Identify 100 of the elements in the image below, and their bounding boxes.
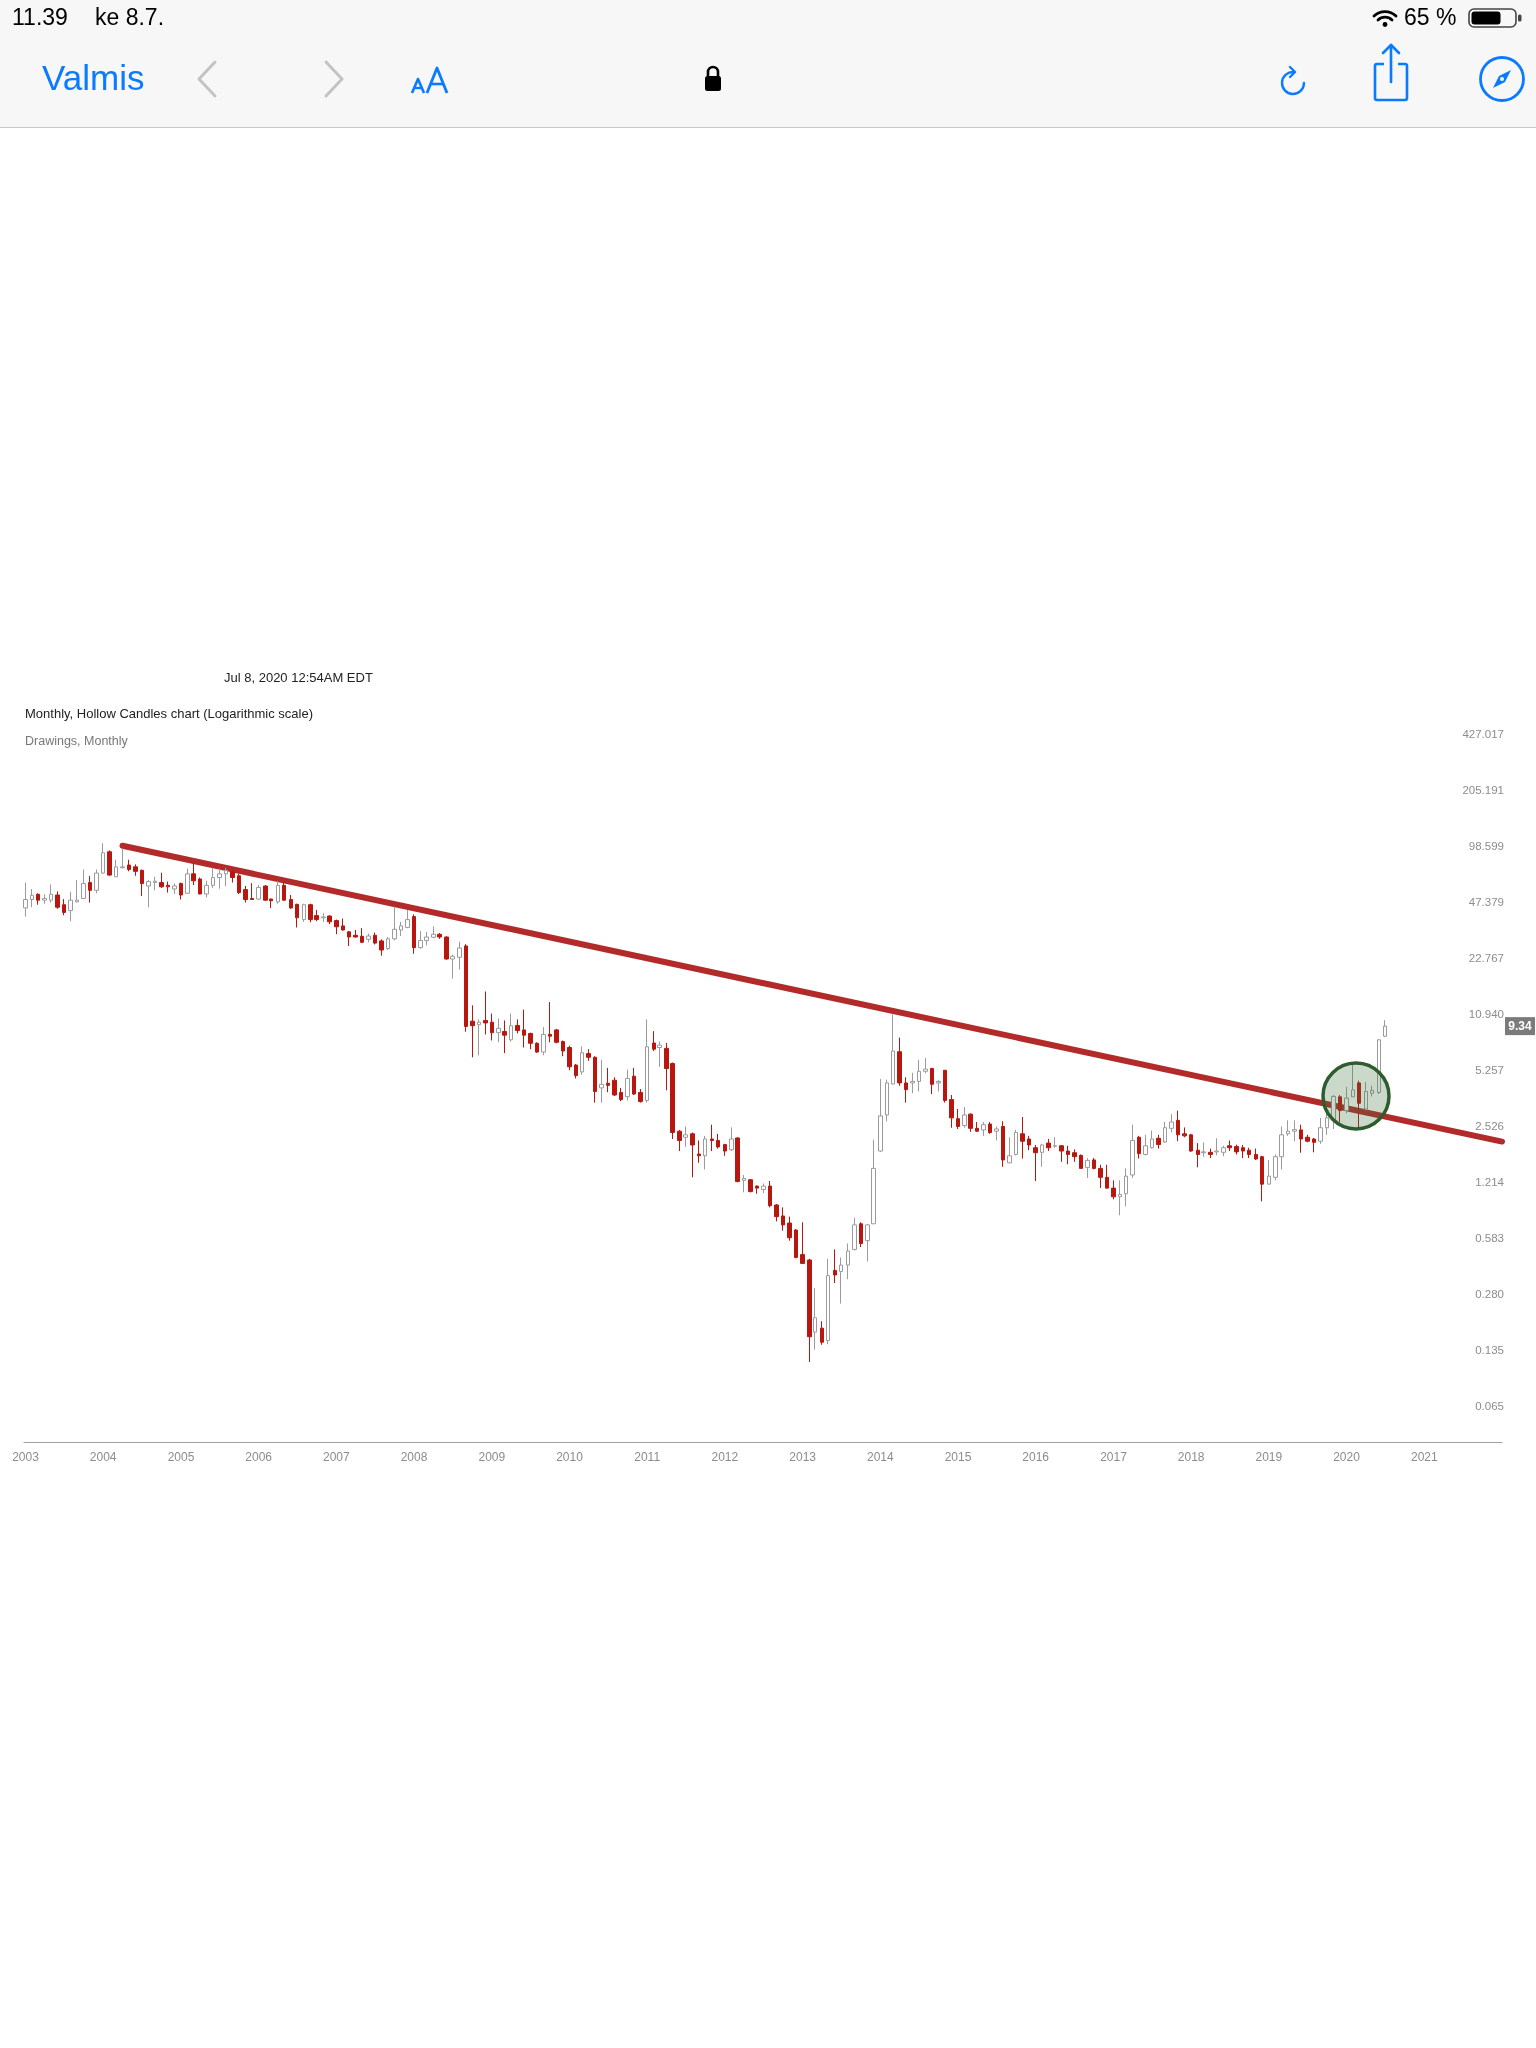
candlestick (645, 1018, 649, 1104)
y-tick-label: 1.214 (1475, 1175, 1505, 1188)
candlestick (690, 1132, 695, 1178)
candlestick (891, 1013, 895, 1086)
candlestick (289, 894, 293, 910)
candlestick (1325, 1110, 1329, 1136)
candlestick (1111, 1179, 1116, 1200)
x-tick-label: 2013 (789, 1449, 817, 1464)
candlestick (464, 943, 468, 1033)
candlestick (450, 954, 455, 980)
candlestick (1351, 1062, 1355, 1098)
candlestick (1344, 1086, 1349, 1114)
candlestick (509, 1013, 513, 1043)
candlestick (1007, 1136, 1012, 1164)
candlestick (930, 1067, 934, 1095)
candlestick (761, 1182, 766, 1194)
candlestick (1098, 1164, 1103, 1189)
candlestick (366, 933, 371, 943)
candlestick (1163, 1121, 1167, 1144)
text: Jul 8, 2020 12:54AM EDT (224, 670, 373, 685)
candlestick (1046, 1138, 1051, 1152)
x-tick-label: 2018 (1177, 1449, 1205, 1464)
candlestick (1201, 1141, 1206, 1158)
candlestick (1092, 1157, 1096, 1170)
candlestick (535, 1041, 539, 1054)
candlestick (1176, 1110, 1180, 1142)
candlestick (101, 842, 105, 875)
candlestick (1169, 1113, 1174, 1133)
candlestick (826, 1258, 830, 1345)
candlestick (94, 869, 99, 894)
candlestick (943, 1069, 947, 1104)
candlestick (81, 869, 86, 900)
x-tick-label: 2021 (1410, 1449, 1439, 1464)
candlestick (1033, 1144, 1038, 1182)
candlestick (846, 1243, 850, 1280)
candlestick (127, 859, 131, 872)
candlestick (787, 1216, 792, 1242)
candlestick (1214, 1137, 1219, 1156)
candlestick (554, 1028, 559, 1044)
candlestick (140, 869, 144, 897)
candlestick (1254, 1148, 1258, 1161)
candlestick (742, 1174, 746, 1193)
text: 11.39 (12, 4, 68, 32)
text: ke 8.7. (95, 4, 165, 32)
candlestick (638, 1088, 643, 1104)
candlestick (1227, 1139, 1232, 1152)
candlestick (1260, 1155, 1264, 1202)
x-tick-label: 2003 (12, 1449, 40, 1464)
x-tick-label: 2004 (89, 1449, 117, 1464)
candlestick (353, 929, 358, 939)
candlestick (42, 893, 47, 905)
candlestick (282, 882, 286, 902)
candlestick (483, 990, 488, 1035)
candlestick (172, 883, 177, 895)
candlestick (327, 914, 332, 925)
candlestick (859, 1221, 863, 1248)
candlestick (1189, 1133, 1193, 1153)
candlestick (878, 1078, 883, 1153)
x-tick-label: 2010 (556, 1449, 584, 1464)
candlestick (1020, 1116, 1025, 1160)
candlestick (198, 877, 202, 895)
candlestick (723, 1143, 727, 1157)
candlestick (528, 1032, 533, 1050)
candlestick (794, 1228, 798, 1259)
candlestick (1267, 1159, 1271, 1186)
candlestick (405, 909, 410, 929)
candlestick (1286, 1119, 1290, 1137)
candlestick (619, 1087, 623, 1102)
candlestick (1053, 1136, 1057, 1149)
x-tick-label: 2012 (711, 1449, 739, 1464)
candlestick (612, 1076, 617, 1097)
candlestick (250, 882, 254, 901)
candlestick (625, 1069, 630, 1101)
candlestick (166, 881, 170, 894)
candlestick (1001, 1120, 1005, 1168)
candlestick (1027, 1135, 1031, 1151)
candlestick (885, 1079, 889, 1122)
candlestick (956, 1108, 960, 1130)
candlestick (114, 859, 118, 878)
candlestick (716, 1133, 720, 1150)
candlestick (75, 879, 79, 904)
y-tick-label: 2.526 (1475, 1120, 1504, 1132)
candlestick (191, 862, 196, 886)
x-tick-label: 2007 (322, 1449, 350, 1464)
candlestick (477, 1018, 481, 1056)
candlestick (735, 1136, 740, 1183)
candlestick (703, 1135, 707, 1170)
candlestick (437, 932, 442, 940)
candlestick (599, 1059, 604, 1104)
y-tick-label: 205.191 (1462, 784, 1504, 797)
candlestick (153, 876, 157, 891)
candlestick (237, 873, 241, 895)
candlestick (1331, 1094, 1336, 1130)
candlestick (988, 1121, 992, 1135)
x-tick-label: 2009 (478, 1449, 506, 1464)
candlestick (936, 1079, 941, 1092)
y-tick-label: 0.280 (1475, 1287, 1504, 1300)
candlestick (917, 1059, 921, 1092)
candlestick (295, 903, 299, 928)
text: Valmis (42, 57, 145, 99)
